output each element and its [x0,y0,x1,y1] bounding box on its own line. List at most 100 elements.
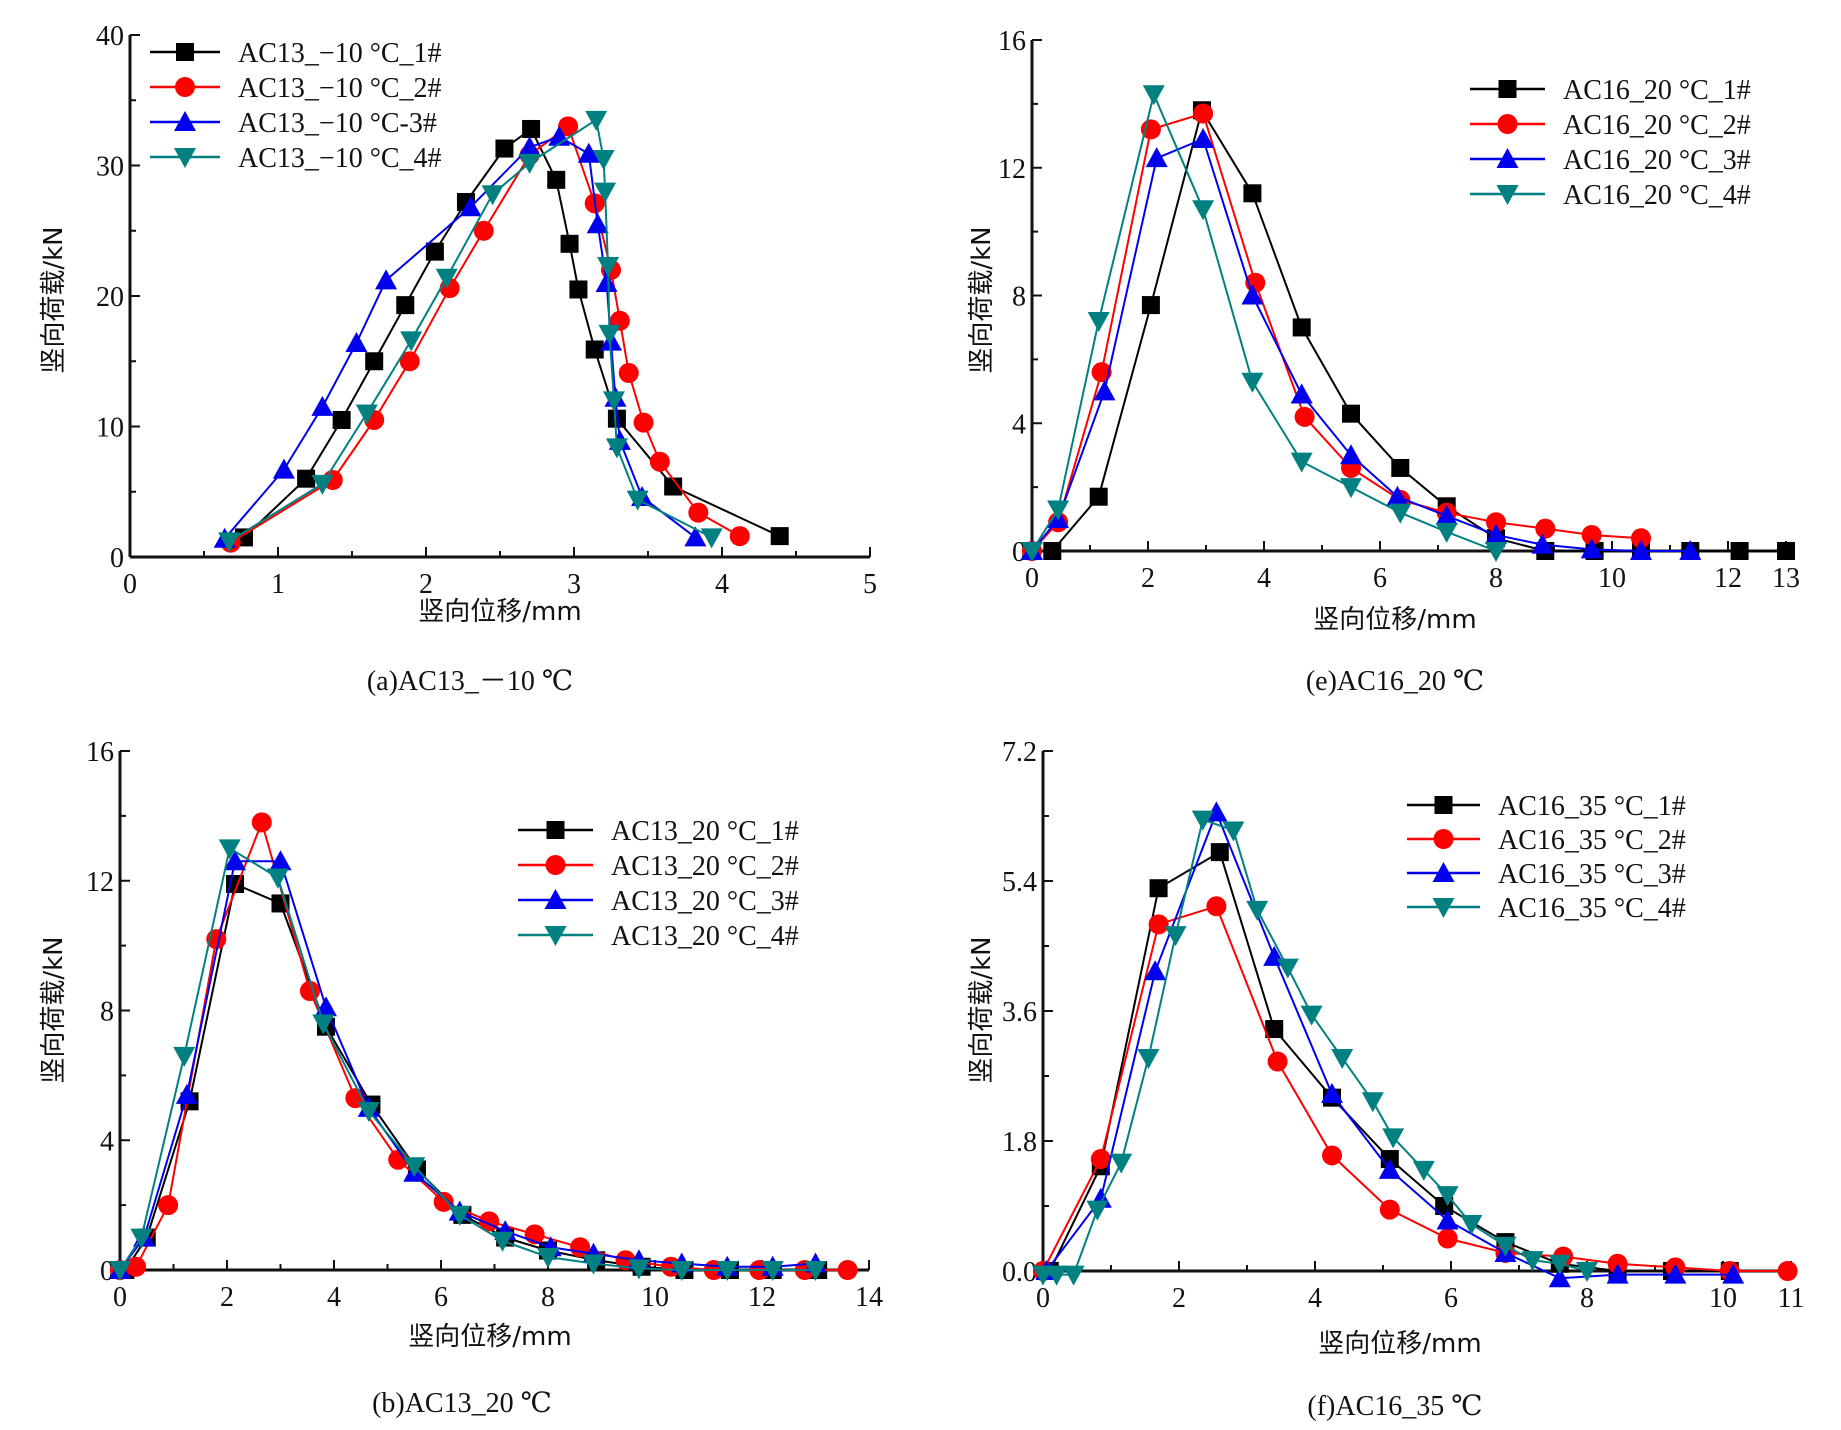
data-point [1777,542,1795,560]
legend-label: AC13_−10 °C_2# [238,73,442,104]
data-point [592,149,615,170]
data-point [522,119,541,138]
data-point [597,256,620,277]
x-tick-label: 8 [541,1282,555,1313]
x-tick-label: 1 [271,569,285,600]
x-axis-title: 竖向位移/mm [1318,1329,1481,1359]
data-point [1090,1149,1111,1170]
legend-marker [1496,185,1519,205]
x-tick-label: 2 [1141,563,1155,594]
x-tick-label: 4 [715,569,729,600]
legend-marker [1434,796,1453,814]
legend-marker [1433,829,1454,849]
x-tick-label: 0 [123,569,137,600]
y-axis-title: 竖向荷载/kN [967,226,997,373]
legend-label: AC16_35 °C_1# [1498,791,1686,822]
legend-item-1: AC16_20 °C_1# [1470,75,1751,106]
data-point [585,110,608,131]
data-point [1149,879,1168,898]
x-tick-label: 12 [748,1282,776,1313]
y-tick-label: 16 [998,26,1026,57]
data-point [1193,103,1214,124]
legend-item-2: AC16_35 °C_2# [1407,825,1686,856]
data-point [1664,1263,1687,1284]
legend-marker [1432,862,1455,882]
chart-caption: (e)AC16_20 ℃ [1306,666,1484,697]
data-point [396,296,415,315]
data-point [664,477,683,496]
data-point [375,269,398,290]
data-point [175,1083,198,1104]
x-tick-label: 6 [1373,563,1387,594]
legend-item-4: AC16_35 °C_4# [1407,893,1686,924]
data-point [1436,1209,1459,1230]
y-axis-title: 竖向荷载/kN [967,936,997,1083]
data-point [130,1228,153,1249]
data-point [518,136,541,157]
data-point [403,1157,426,1178]
data-point [126,1256,147,1277]
series-line [230,125,741,544]
data-point [399,351,420,372]
data-point [1144,960,1167,981]
legend-label: AC13_20 °C_3# [611,886,799,917]
data-point [357,1102,380,1123]
data-point [495,139,514,158]
x-tick-label: 10 [1598,563,1626,594]
data-point [1435,504,1458,525]
x-tick-label: 10 [1709,1283,1737,1314]
legend-label: AC16_20 °C_2# [1563,110,1751,141]
legend-item-2: AC13_−10 °C_2# [150,73,442,104]
data-point [1361,1092,1384,1113]
x-tick-label: 5 [863,569,877,600]
legend-item-2: AC16_20 °C_2# [1470,110,1751,141]
y-axis-title: 竖向荷载/kN [39,226,69,373]
legend-label: AC16_20 °C_1# [1563,75,1751,106]
data-point [1486,512,1506,533]
data-point [1294,406,1315,427]
data-point [355,404,378,425]
data-point [1290,383,1313,404]
data-point [1137,1048,1160,1069]
data-point [1021,542,1043,562]
data-point [400,331,423,352]
data-point [1206,896,1227,917]
x-tick-label: 6 [1444,1283,1458,1314]
data-point [266,868,289,889]
data-point [1089,487,1108,506]
legend-marker [174,111,196,131]
data-point [365,352,384,371]
x-tick-label: 2 [419,569,433,600]
data-point [158,1195,179,1216]
data-point [1436,1186,1459,1207]
legend-item-4: AC16_20 °C_4# [1470,180,1751,211]
data-point [1435,522,1458,543]
data-point [345,331,368,352]
y-tick-label: 0 [1012,537,1026,568]
data-point [1148,914,1169,935]
series-4 [1021,85,1507,562]
x-tick-label: 10 [641,1282,669,1313]
series-4 [218,110,723,553]
data-point [577,142,600,163]
chart-panel-e: 0 2 4 6 8 10 12 13 0 4 8 12 16 竖向位移/mm 竖向荷载/kN AC16_20 … [967,26,1800,697]
legend-label: AC13_20 °C_1# [611,816,799,847]
data-point [560,234,579,253]
data-point [1192,128,1215,149]
data-point [770,527,789,546]
legend-item-2: AC13_20 °C_2# [518,851,799,882]
legend-label: AC16_20 °C_4# [1563,180,1751,211]
data-point [1110,1153,1133,1174]
series-line [1043,818,1588,1276]
legend-marker [544,889,567,909]
data-point [837,1260,858,1280]
x-axis-title: 竖向位移/mm [1313,605,1476,635]
data-point [1241,284,1264,305]
x-tick-label: 2 [1172,1283,1186,1314]
data-point [224,850,247,871]
data-point [1679,540,1702,560]
data-point [1531,533,1554,554]
data-point [1290,452,1313,473]
data-point [1580,538,1603,559]
chart-panel-b: 0 2 4 6 8 10 12 14 0 4 8 12 16 竖向位移/mm 竖向荷载/kN AC13_20 … [39,737,883,1419]
